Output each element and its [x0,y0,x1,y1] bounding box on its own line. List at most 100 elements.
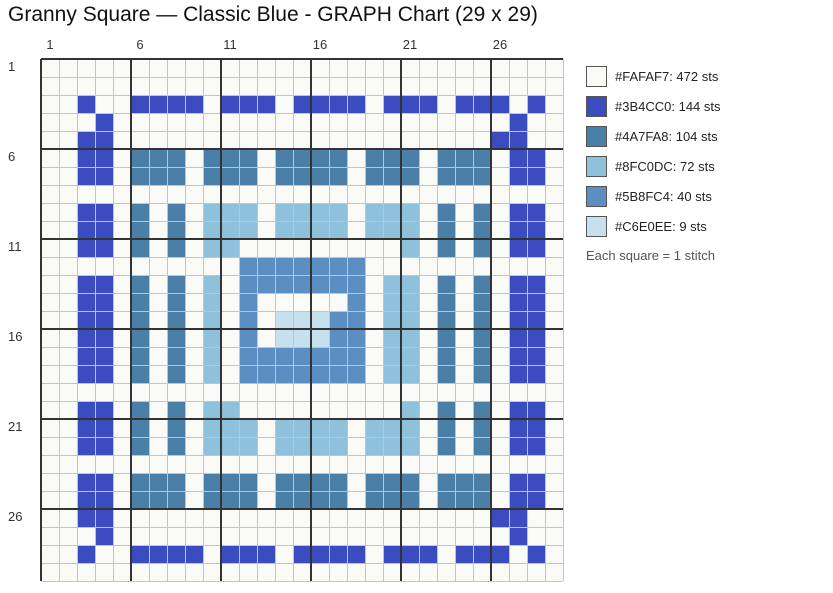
stitch-cell [293,113,311,131]
stitch-cell [275,131,293,149]
stitch-cell [401,473,419,491]
stitch-cell [509,383,527,401]
stitch-cell [527,167,545,185]
stitch-cell [131,473,149,491]
stitch-cell [59,437,77,455]
stitch-cell [167,185,185,203]
stitch-cell [473,131,491,149]
stitch-cell [383,113,401,131]
stitch-cell [329,329,347,347]
stitch-cell [293,203,311,221]
stitch-cell [347,455,365,473]
stitch-cell [221,221,239,239]
stitch-cell [149,275,167,293]
stitch-cell [383,203,401,221]
stitch-cell [329,131,347,149]
stitch-cell [149,329,167,347]
stitch-cell [383,131,401,149]
stitch-cell [131,491,149,509]
stitch-cell [95,275,113,293]
stitch-cell [545,311,563,329]
stitch-cell [401,257,419,275]
stitch-cell [113,149,131,167]
stitch-cell [293,365,311,383]
stitch-cell [455,95,473,113]
stitch-cell [239,401,257,419]
stitch-cell [545,149,563,167]
stitch-cell [473,239,491,257]
stitch-cell [203,329,221,347]
stitch-cell [167,167,185,185]
stitch-cell [365,329,383,347]
stitch-cell [473,347,491,365]
stitch-cell [59,491,77,509]
stitch-cell [41,365,59,383]
stitch-cell [41,545,59,563]
stitch-cell [383,455,401,473]
stitch-cell [455,185,473,203]
stitch-cell [203,185,221,203]
stitch-cell [401,491,419,509]
stitch-cell [455,383,473,401]
stitch-cell [275,401,293,419]
stitch-cell [329,95,347,113]
stitch-cell [131,167,149,185]
stitch-cell [203,167,221,185]
stitch-cell [365,419,383,437]
stitch-cell [95,401,113,419]
stitch-cell [419,149,437,167]
stitch-cell [149,95,167,113]
stitch-cell [77,419,95,437]
stitch-cell [203,131,221,149]
stitch-cell [41,311,59,329]
stitch-cell [95,203,113,221]
stitch-cell [365,491,383,509]
stitch-cell [383,437,401,455]
stitch-cell [95,365,113,383]
stitch-cell [221,59,239,77]
stitch-cell [275,167,293,185]
stitch-cell [347,473,365,491]
stitch-cell [131,275,149,293]
stitch-cell [239,491,257,509]
stitch-cell [95,113,113,131]
stitch-cell [275,77,293,95]
stitch-cell [365,167,383,185]
stitch-cell [257,257,275,275]
stitch-cell [545,401,563,419]
stitch-cell [545,455,563,473]
stitch-cell [149,77,167,95]
column-number: 26 [492,37,508,52]
stitch-cell [113,545,131,563]
stitch-cell [545,167,563,185]
stitch-cell [437,275,455,293]
stitch-cell [41,437,59,455]
stitch-cell [113,59,131,77]
stitch-cell [185,509,203,527]
stitch-cell [329,221,347,239]
stitch-cell [293,383,311,401]
stitch-cell [545,563,563,581]
stitch-cell [545,275,563,293]
stitch-cell [185,311,203,329]
stitch-cell [221,509,239,527]
stitch-cell [149,455,167,473]
stitch-cell [221,347,239,365]
stitch-cell [437,185,455,203]
stitch-cell [59,77,77,95]
stitch-cell [149,545,167,563]
stitch-cell [185,329,203,347]
stitch-cell [365,545,383,563]
stitch-cell [149,311,167,329]
stitch-cell [95,167,113,185]
stitch-cell [455,221,473,239]
stitch-cell [383,509,401,527]
stitch-cell [419,239,437,257]
stitch-cell [527,239,545,257]
stitch-cell [293,95,311,113]
stitch-cell [221,149,239,167]
stitch-cell [347,563,365,581]
stitch-cell [77,95,95,113]
stitch-cell [311,365,329,383]
stitch-cell [113,365,131,383]
